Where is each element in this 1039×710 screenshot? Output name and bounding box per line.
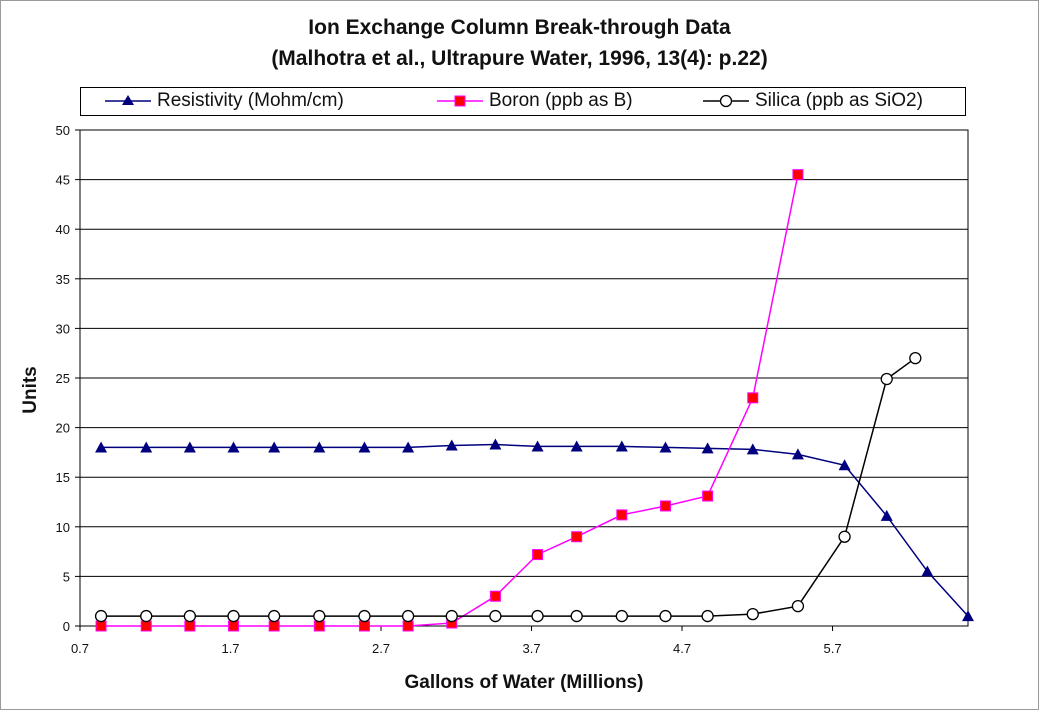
data-point-silica: [701, 609, 714, 623]
y-tick-label: 30: [56, 321, 70, 336]
data-point-resistivity: [313, 441, 326, 453]
data-point-silica: [445, 609, 458, 623]
data-point-boron: [402, 620, 414, 632]
x-tick-label: 1.7: [221, 641, 239, 656]
data-point-silica: [746, 607, 759, 621]
plot-border: [79, 129, 969, 627]
y-tick-label: 5: [63, 569, 70, 584]
series-line-0: [101, 443, 969, 617]
data-point-resistivity: [701, 442, 714, 454]
data-point-resistivity: [140, 441, 153, 453]
data-point-boron: [184, 620, 196, 632]
series-line-1: [101, 174, 799, 627]
data-point-silica: [838, 530, 851, 543]
data-point-boron: [140, 620, 152, 632]
data-point-resistivity: [615, 440, 628, 452]
y-tick-label: 0: [63, 619, 70, 634]
legend-entry-resistivity: Resistivity (Mohm/cm): [103, 90, 344, 111]
data-point-silica: [358, 609, 371, 623]
data-point-resistivity: [183, 441, 196, 453]
data-point-silica: [183, 609, 197, 623]
legend-entry-silica: Silica (ppb as SiO2): [701, 90, 923, 111]
data-point-resistivity: [268, 441, 281, 453]
x-tick-label: 2.7: [372, 641, 390, 656]
data-point-resistivity: [531, 440, 544, 452]
data-point-resistivity: [880, 509, 893, 521]
data-point-resistivity: [358, 441, 371, 453]
data-point-silica: [659, 609, 672, 623]
legend-marker-circle: [703, 94, 749, 108]
data-point-silica: [227, 609, 240, 623]
data-point-boron: [95, 620, 107, 632]
y-axis-title-svg: Units: [20, 366, 41, 414]
data-point-silica: [489, 609, 502, 623]
y-tick-label: 40: [56, 222, 70, 237]
chart-subtitle: (Malhotra et al., Ultrapure Water, 1996,…: [271, 47, 768, 70]
data-point-resistivity: [962, 610, 974, 622]
x-tick-label: 3.7: [522, 641, 540, 656]
y-tick-label: 10: [56, 520, 70, 535]
y-axis-title-wrap: Units: [10, 330, 50, 450]
data-point-silica: [791, 600, 805, 613]
y-tick-label: 50: [56, 123, 70, 138]
y-tick-label: 15: [56, 470, 70, 485]
data-point-resistivity: [489, 438, 502, 450]
data-point-resistivity: [791, 448, 804, 460]
data-point-resistivity: [659, 441, 672, 453]
series-line-2: [101, 357, 916, 617]
x-tick-label: 4.7: [673, 641, 691, 656]
legend-marker-square: [437, 95, 483, 107]
data-point-resistivity: [838, 459, 851, 471]
data-point-boron: [228, 620, 240, 632]
data-point-boron: [702, 490, 714, 502]
data-point-silica: [140, 609, 153, 623]
y-axis-title: Units: [20, 366, 41, 414]
data-point-silica: [94, 609, 108, 623]
data-point-resistivity: [95, 441, 108, 453]
chart-title: Ion Exchange Column Break-through Data: [308, 16, 731, 39]
data-point-silica: [313, 609, 326, 623]
data-point-silica: [909, 352, 922, 365]
data-point-silica: [268, 609, 281, 623]
y-tick-label: 20: [56, 421, 70, 436]
data-point-resistivity: [445, 439, 458, 451]
y-tick-label: 25: [56, 371, 70, 386]
data-point-silica: [880, 372, 893, 386]
data-point-boron: [532, 549, 544, 561]
data-point-boron: [571, 531, 583, 543]
data-point-boron: [747, 392, 759, 404]
data-point-boron: [313, 620, 325, 632]
data-point-silica: [401, 609, 415, 623]
legend-entry-boron: Boron (ppb as B): [435, 90, 633, 111]
legend-label-boron: Boron (ppb as B): [489, 90, 633, 111]
data-point-boron: [358, 620, 370, 632]
legend-label-silica: Silica (ppb as SiO2): [755, 90, 923, 111]
data-point-resistivity: [227, 441, 240, 453]
data-point-boron: [489, 590, 501, 602]
data-point-boron: [659, 500, 671, 512]
y-tick-label: 35: [56, 272, 70, 287]
legend-label-resistivity: Resistivity (Mohm/cm): [157, 90, 344, 111]
data-point-resistivity: [746, 443, 759, 455]
data-point-silica: [615, 609, 628, 623]
x-axis-title: Gallons of Water (Millions): [404, 672, 644, 693]
x-tick-label: 0.7: [71, 641, 89, 656]
legend-marker-triangle: [105, 95, 151, 105]
data-point-resistivity: [570, 440, 583, 452]
data-point-boron: [792, 169, 804, 181]
data-point-boron: [268, 620, 280, 632]
x-tick-label: 5.7: [824, 641, 842, 656]
y-tick-label: 45: [56, 173, 70, 188]
data-point-resistivity: [921, 565, 934, 577]
data-point-silica: [531, 609, 544, 623]
data-point-boron: [616, 509, 628, 521]
legend: Resistivity (Mohm/cm) Boron (ppb as B) S…: [80, 87, 966, 116]
data-point-resistivity: [402, 441, 415, 453]
data-point-silica: [570, 609, 583, 623]
